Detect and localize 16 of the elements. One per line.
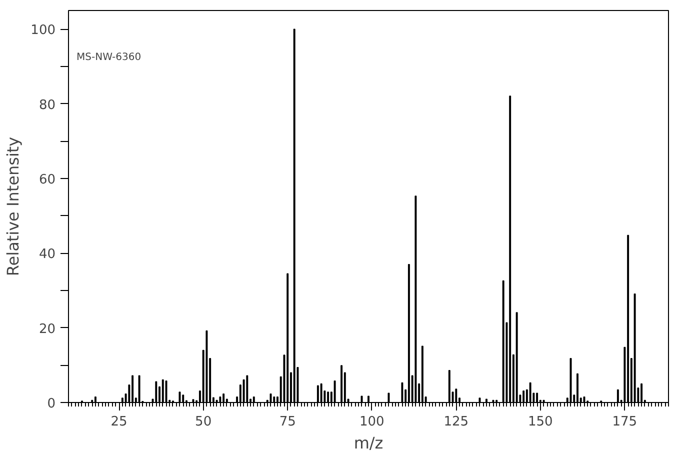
x-tick-label: 25 bbox=[110, 414, 128, 430]
y-tick-label: 60 bbox=[38, 172, 56, 188]
y-axis-title: Relative Intensity bbox=[4, 136, 23, 276]
x-tick-label: 150 bbox=[528, 414, 553, 430]
y-tick-label: 20 bbox=[38, 322, 56, 337]
y-tick-label: 80 bbox=[38, 98, 56, 113]
y-tick-label: 100 bbox=[30, 23, 56, 38]
x-tick-label: 100 bbox=[359, 414, 384, 430]
x-axis-title: m/z bbox=[354, 434, 384, 452]
y-tick-label: 0 bbox=[47, 396, 56, 412]
x-tick-label: 125 bbox=[444, 414, 469, 430]
x-tick-label: 50 bbox=[195, 414, 212, 430]
x-tick-label: 75 bbox=[279, 414, 296, 430]
y-tick-label: 40 bbox=[38, 247, 56, 262]
annotation: MS-NW-6360 bbox=[76, 52, 142, 63]
x-tick-label: 175 bbox=[612, 414, 638, 430]
